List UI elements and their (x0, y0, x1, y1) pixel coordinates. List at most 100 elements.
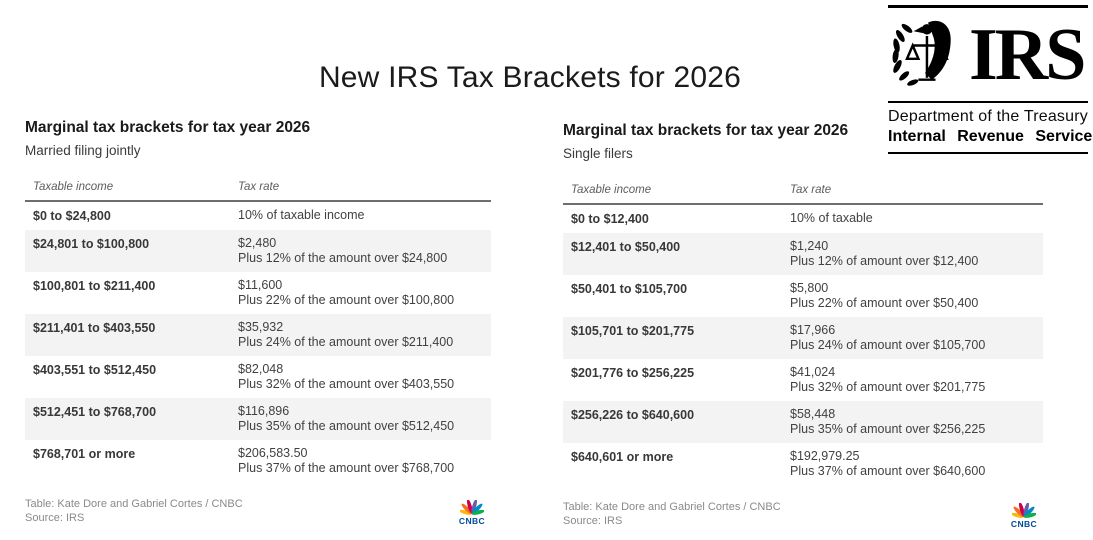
table-title: Marginal tax brackets for tax year 2026 (25, 119, 311, 136)
column-header-tax-rate: Tax rate (790, 184, 832, 196)
rate-marginal-detail: Plus 24% of amount over $105,700 (790, 338, 986, 352)
irs-department-line: Department of the Treasury (888, 108, 1088, 125)
irs-logo-bottom-rule (888, 152, 1088, 154)
cnbc-wordmark: CNBC (1010, 518, 1038, 529)
cnbc-peacock-icon (1012, 502, 1036, 518)
rate-base-amount: $35,932 (238, 320, 284, 334)
rate-marginal-detail: Plus 32% of the amount over $403,550 (238, 377, 455, 391)
table-row: $640,601 or more $192,979.25 Plus 37% of… (563, 443, 1043, 485)
table-source: Source: IRS (25, 512, 85, 525)
cnbc-logo: CNBC (1007, 502, 1041, 529)
column-headers: Taxable income Tax rate (563, 178, 1043, 205)
rate-marginal-detail: Plus 37% of amount over $640,600 (790, 464, 986, 478)
column-header-taxable-income: Taxable income (33, 181, 114, 193)
taxable-income-cell: $0 to $12,400 (571, 212, 649, 226)
table-credit: Table: Kate Dore and Gabriel Cortes / CN… (25, 498, 243, 510)
rate-base-amount: $11,600 (238, 278, 283, 292)
taxable-income-cell: $24,801 to $100,800 (33, 237, 150, 251)
irs-acronym: IRS (969, 14, 1086, 96)
tax-rate-cell: $11,600 Plus 22% of the amount over $100… (238, 278, 491, 308)
tax-rate-cell: $17,966 Plus 24% of amount over $105,700 (790, 323, 1043, 353)
taxable-income-cell: $105,701 to $201,775 (571, 324, 695, 338)
rate-base-amount: $192,979.25 (790, 449, 860, 463)
tax-rate-cell: $206,583.50 Plus 37% of the amount over … (238, 446, 491, 476)
rate-base-amount: $82,048 (238, 362, 284, 376)
tax-rate-cell: $58,448 Plus 35% of amount over $256,225 (790, 407, 1043, 437)
table-row: $0 to $12,400 10% of taxable (563, 205, 1043, 233)
column-headers: Taxable income Tax rate (25, 175, 491, 202)
table-credit: Table: Kate Dore and Gabriel Cortes / CN… (563, 501, 781, 513)
rate-base-amount: $41,024 (790, 365, 836, 379)
tax-rate-cell: $2,480 Plus 12% of the amount over $24,8… (238, 236, 491, 266)
rate-marginal-detail: Plus 35% of amount over $256,225 (790, 422, 986, 436)
table-subtitle: Married filing jointly (25, 143, 141, 158)
rate-base-amount: $2,480 (238, 236, 277, 250)
tax-rate-cell: 10% of taxable income (238, 208, 491, 224)
table-row: $512,451 to $768,700 $116,896 Plus 35% o… (25, 398, 491, 440)
table-row: $105,701 to $201,775 $17,966 Plus 24% of… (563, 317, 1043, 359)
tax-table-married-filing-jointly: Marginal tax brackets for tax year 2026 … (25, 119, 491, 526)
taxable-income-cell: $12,401 to $50,400 (571, 240, 681, 254)
rate-base-amount: $116,896 (238, 404, 290, 418)
table-row: $100,801 to $211,400 $11,600 Plus 22% of… (25, 272, 491, 314)
taxable-income-cell: $768,701 or more (33, 447, 136, 461)
rate-base-amount: $58,448 (790, 407, 836, 421)
tax-table-single-filers: Marginal tax brackets for tax year 2026 … (563, 122, 1043, 529)
rate-marginal-detail: Plus 22% of amount over $50,400 (790, 296, 979, 310)
table-rows: $0 to $12,400 10% of taxable $12,401 to … (563, 205, 1043, 485)
tax-rate-cell: $116,896 Plus 35% of the amount over $51… (238, 404, 491, 434)
page-title: New IRS Tax Brackets for 2026 (318, 61, 742, 94)
taxable-income-cell: $512,451 to $768,700 (33, 405, 157, 419)
taxable-income-cell: $256,226 to $640,600 (571, 408, 695, 422)
column-header-tax-rate: Tax rate (238, 181, 280, 193)
table-row: $201,776 to $256,225 $41,024 Plus 32% of… (563, 359, 1043, 401)
table-row: $12,401 to $50,400 $1,240 Plus 12% of am… (563, 233, 1043, 275)
rate-base-amount: $1,240 (790, 239, 829, 253)
rate-marginal-detail: Plus 35% of the amount over $512,450 (238, 419, 455, 433)
table-source: Source: IRS (563, 515, 623, 528)
taxable-income-cell: $201,776 to $256,225 (571, 366, 695, 380)
rate-base-amount: 10% of taxable income (238, 208, 365, 222)
table-rows: $0 to $24,800 10% of taxable income $24,… (25, 202, 491, 482)
tax-rate-cell: $5,800 Plus 22% of amount over $50,400 (790, 281, 1043, 311)
column-header-taxable-income: Taxable income (571, 184, 652, 196)
rate-marginal-detail: Plus 22% of the amount over $100,800 (238, 293, 455, 307)
rate-marginal-detail: Plus 24% of the amount over $211,400 (238, 335, 454, 349)
rate-base-amount: $5,800 (790, 281, 829, 295)
rate-marginal-detail: Plus 32% of amount over $201,775 (790, 380, 986, 394)
taxable-income-cell: $0 to $24,800 (33, 209, 111, 223)
rate-marginal-detail: Plus 37% of the amount over $768,700 (238, 461, 455, 475)
tax-rate-cell: $41,024 Plus 32% of amount over $201,775 (790, 365, 1043, 395)
irs-logo: IRS Department of the Treasury Internal … (888, 5, 1093, 154)
rate-base-amount: $206,583.50 (238, 446, 308, 460)
irs-logo-mid-rule (888, 101, 1088, 103)
taxable-income-cell: $100,801 to $211,400 (33, 279, 156, 293)
tax-rate-cell: $192,979.25 Plus 37% of amount over $640… (790, 449, 1043, 479)
table-row: $211,401 to $403,550 $35,932 Plus 24% of… (25, 314, 491, 356)
rate-base-amount: $17,966 (790, 323, 836, 337)
taxable-income-cell: $50,401 to $105,700 (571, 282, 688, 296)
taxable-income-cell: $403,551 to $512,450 (33, 363, 157, 377)
table-row: $256,226 to $640,600 $58,448 Plus 35% of… (563, 401, 1043, 443)
irs-logo-top-rule (888, 5, 1088, 8)
tax-rate-cell: $1,240 Plus 12% of amount over $12,400 (790, 239, 1043, 269)
table-title: Marginal tax brackets for tax year 2026 (563, 122, 849, 139)
irs-service-line: Internal Revenue Service (888, 128, 1093, 145)
cnbc-peacock-icon (460, 499, 484, 515)
cnbc-logo: CNBC (455, 499, 489, 526)
irs-eagle-scales-emblem-icon (892, 20, 951, 86)
table-row: $403,551 to $512,450 $82,048 Plus 32% of… (25, 356, 491, 398)
table-row: $50,401 to $105,700 $5,800 Plus 22% of a… (563, 275, 1043, 317)
rate-marginal-detail: Plus 12% of the amount over $24,800 (238, 251, 448, 265)
table-row: $768,701 or more $206,583.50 Plus 37% of… (25, 440, 491, 482)
table-row: $0 to $24,800 10% of taxable income (25, 202, 491, 230)
tax-rate-cell: 10% of taxable (790, 211, 1043, 227)
taxable-income-cell: $640,601 or more (571, 450, 674, 464)
taxable-income-cell: $211,401 to $403,550 (33, 321, 156, 335)
tax-rate-cell: $82,048 Plus 32% of the amount over $403… (238, 362, 491, 392)
cnbc-wordmark: CNBC (458, 515, 486, 526)
table-row: $24,801 to $100,800 $2,480 Plus 12% of t… (25, 230, 491, 272)
rate-base-amount: 10% of taxable (790, 211, 873, 225)
tax-rate-cell: $35,932 Plus 24% of the amount over $211… (238, 320, 491, 350)
rate-marginal-detail: Plus 12% of amount over $12,400 (790, 254, 979, 268)
